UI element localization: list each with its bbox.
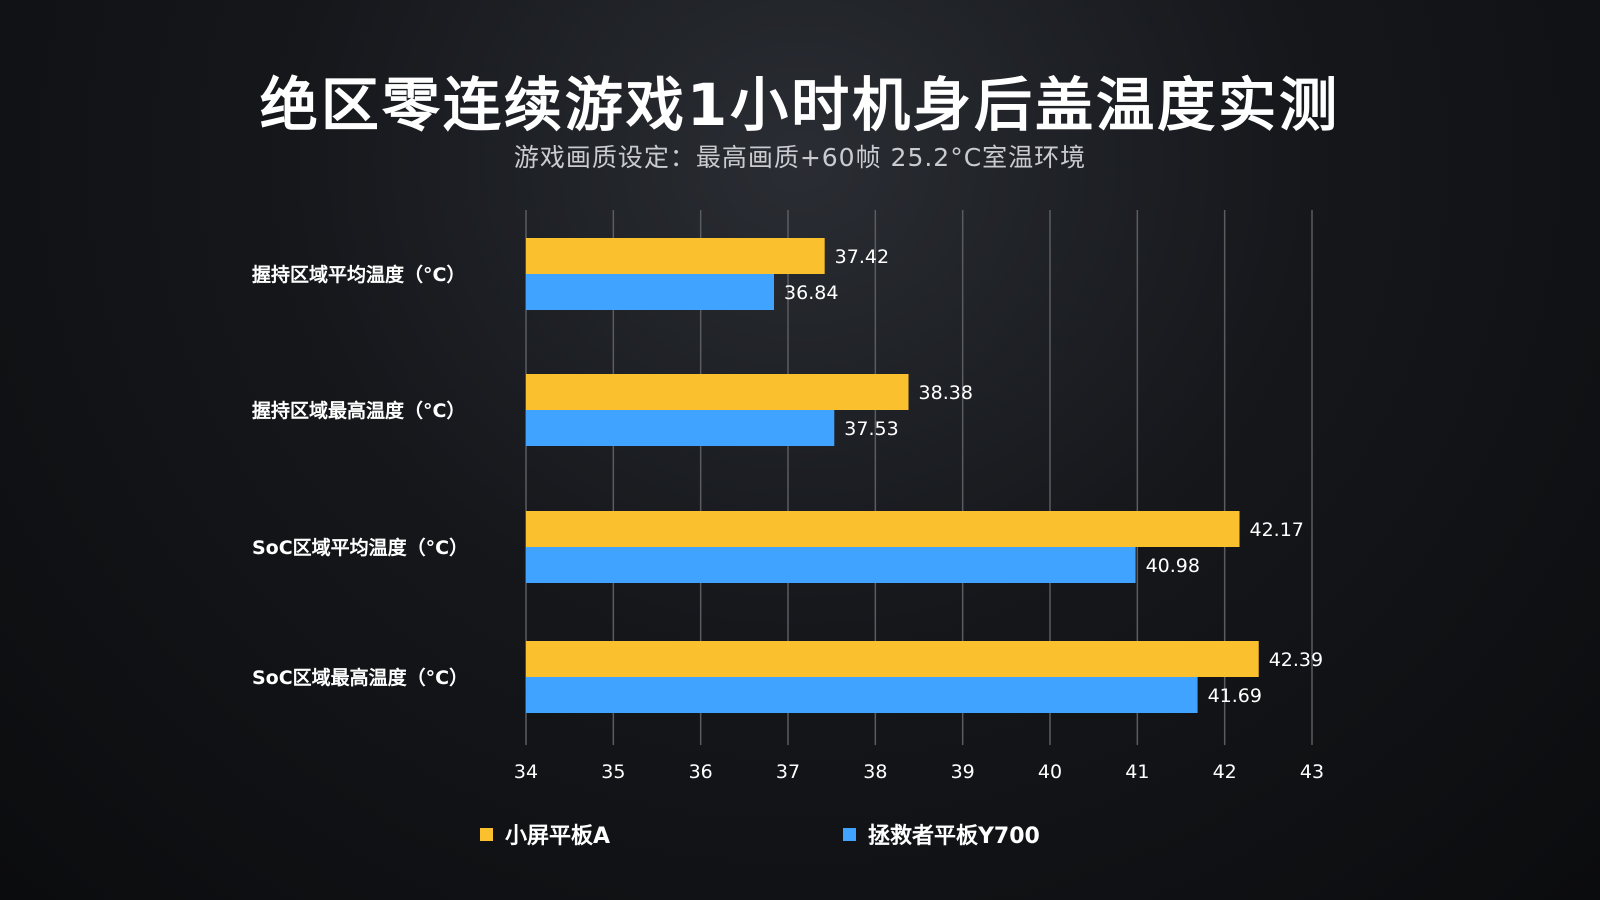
category-label: 握持区域最高温度（°C） — [252, 399, 465, 422]
bar-series-a — [526, 511, 1240, 547]
data-label: 42.39 — [1269, 649, 1323, 671]
x-tick-label: 35 — [601, 761, 625, 783]
legend: 小屏平板A 拯救者平板Y700 — [0, 818, 1600, 854]
bar-series-b — [526, 410, 835, 446]
x-tick-label: 42 — [1213, 761, 1237, 783]
bar-series-b — [526, 547, 1136, 583]
x-tick-label: 34 — [514, 761, 538, 783]
legend-label-series-a: 小屏平板A — [505, 824, 611, 849]
data-label: 36.84 — [784, 282, 838, 304]
data-label: 37.53 — [844, 418, 898, 440]
data-label: 41.69 — [1208, 685, 1262, 707]
category-label: SoC区域最高温度（°C） — [252, 666, 468, 689]
legend-swatch-series-b — [843, 827, 856, 841]
bar-series-a — [526, 238, 825, 274]
bar-series-a — [526, 374, 909, 410]
data-label: 37.42 — [835, 246, 889, 268]
x-tick-label: 36 — [689, 761, 713, 783]
legend-item-series-a: 小屏平板A — [480, 818, 610, 850]
x-tick-label: 37 — [776, 761, 800, 783]
bar-series-a — [526, 641, 1259, 677]
chart-title: 绝区零连续游戏1小时机身后盖温度实测 — [259, 71, 1341, 139]
data-label: 38.38 — [919, 382, 973, 404]
legend-item-series-b: 拯救者平板Y700 — [843, 818, 1040, 850]
category-label: 握持区域平均温度（°C） — [252, 263, 465, 286]
x-tick-label: 38 — [863, 761, 887, 783]
x-tick-label: 39 — [951, 761, 975, 783]
legend-swatch-series-a — [480, 827, 493, 841]
bar-series-b — [526, 274, 775, 310]
bar-series-b — [526, 677, 1198, 713]
x-tick-label: 43 — [1300, 761, 1324, 783]
x-tick-label: 40 — [1038, 761, 1062, 783]
legend-label-series-b: 拯救者平板Y700 — [868, 824, 1040, 849]
data-label: 42.17 — [1250, 519, 1304, 541]
chart-subtitle: 游戏画质设定：最高画质+60帧 25.2°C室温环境 — [513, 143, 1087, 172]
x-tick-label: 41 — [1125, 761, 1149, 783]
data-label: 40.98 — [1146, 555, 1200, 577]
category-label: SoC区域平均温度（°C） — [252, 536, 468, 559]
